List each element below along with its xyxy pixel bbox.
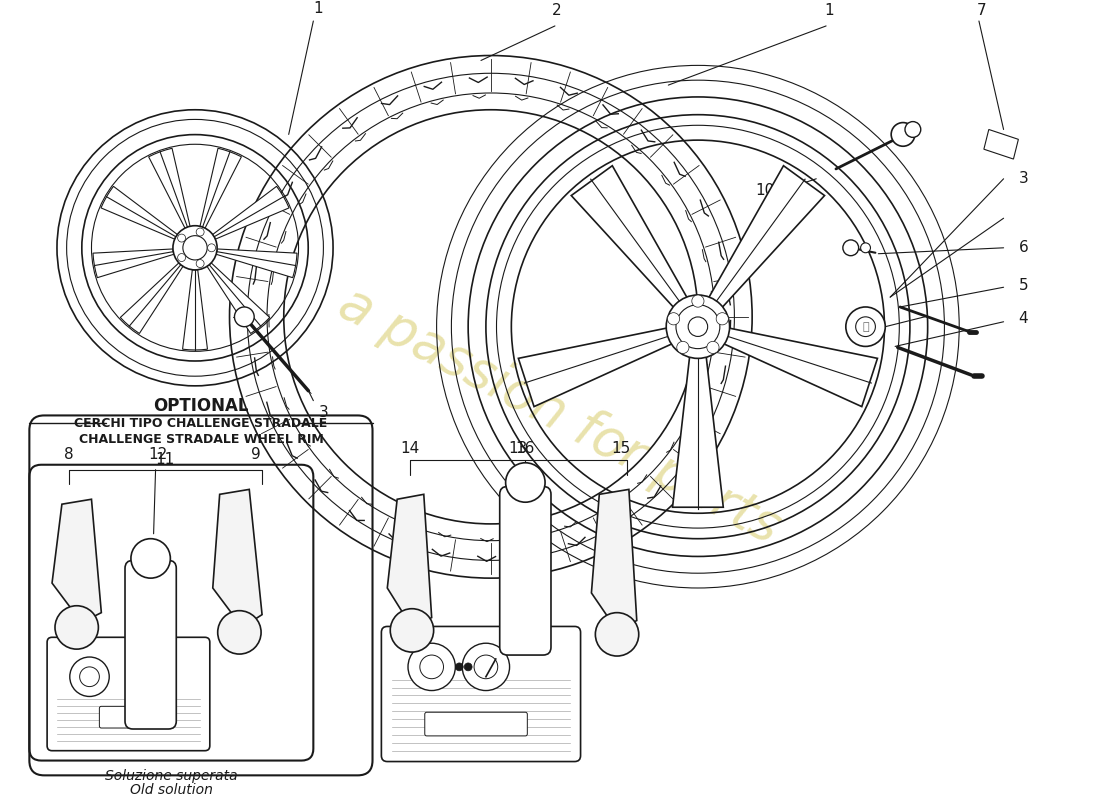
FancyBboxPatch shape	[425, 712, 527, 736]
Circle shape	[905, 122, 921, 138]
Polygon shape	[207, 263, 270, 334]
Text: 6: 6	[1019, 240, 1028, 255]
Circle shape	[692, 295, 704, 307]
Polygon shape	[705, 166, 825, 312]
FancyBboxPatch shape	[499, 486, 551, 655]
Polygon shape	[212, 490, 262, 627]
Circle shape	[173, 226, 217, 270]
Text: 2: 2	[552, 3, 562, 18]
Polygon shape	[672, 350, 724, 507]
Circle shape	[860, 243, 870, 253]
Circle shape	[218, 610, 261, 654]
FancyBboxPatch shape	[125, 560, 176, 729]
Polygon shape	[101, 186, 177, 239]
Circle shape	[707, 342, 719, 354]
Polygon shape	[120, 263, 183, 334]
Polygon shape	[52, 499, 101, 622]
Text: a passion for parts: a passion for parts	[330, 277, 790, 554]
Circle shape	[506, 462, 546, 502]
Text: 15: 15	[612, 442, 630, 457]
Circle shape	[846, 307, 886, 346]
Circle shape	[716, 313, 728, 325]
Polygon shape	[983, 130, 1019, 159]
Polygon shape	[717, 326, 878, 406]
Circle shape	[891, 122, 915, 146]
Circle shape	[408, 643, 455, 690]
Text: 3: 3	[318, 405, 328, 420]
Circle shape	[667, 295, 729, 358]
Polygon shape	[200, 148, 241, 228]
Text: 10: 10	[756, 183, 774, 198]
Text: 7: 7	[977, 3, 987, 18]
Polygon shape	[571, 166, 691, 312]
Circle shape	[856, 317, 876, 337]
Circle shape	[595, 613, 639, 656]
Circle shape	[462, 643, 509, 690]
Circle shape	[55, 606, 98, 649]
FancyBboxPatch shape	[47, 638, 210, 750]
Circle shape	[474, 655, 497, 678]
Polygon shape	[592, 490, 637, 630]
Text: Old solution: Old solution	[130, 783, 212, 797]
Polygon shape	[148, 148, 190, 228]
Circle shape	[668, 313, 680, 325]
Text: 13: 13	[509, 442, 528, 457]
Circle shape	[196, 259, 205, 267]
Text: 4: 4	[1019, 311, 1028, 326]
Circle shape	[843, 240, 859, 256]
Text: 5: 5	[1019, 278, 1028, 293]
Polygon shape	[183, 270, 208, 350]
Circle shape	[196, 228, 205, 236]
Polygon shape	[387, 494, 431, 627]
FancyBboxPatch shape	[382, 626, 581, 762]
Circle shape	[69, 657, 109, 697]
Circle shape	[208, 244, 216, 252]
Circle shape	[464, 663, 472, 671]
Text: 1: 1	[824, 3, 834, 18]
FancyBboxPatch shape	[99, 706, 173, 728]
Text: 3: 3	[1019, 171, 1028, 186]
Text: 1: 1	[314, 1, 323, 16]
Text: Soluzione superata: Soluzione superata	[104, 770, 238, 783]
Circle shape	[455, 663, 463, 671]
Text: 12: 12	[147, 447, 167, 462]
Circle shape	[177, 234, 186, 242]
Text: 11: 11	[156, 452, 175, 467]
Polygon shape	[212, 186, 289, 239]
Circle shape	[177, 254, 186, 262]
Text: 16: 16	[516, 442, 535, 457]
Text: CERCHI TIPO CHALLENGE STRADALE: CERCHI TIPO CHALLENGE STRADALE	[75, 417, 328, 430]
Text: 🐎: 🐎	[862, 322, 869, 332]
Circle shape	[390, 609, 433, 652]
Circle shape	[79, 667, 99, 686]
Text: CHALLENGE STRADALE WHEEL RIM: CHALLENGE STRADALE WHEEL RIM	[78, 433, 323, 446]
Circle shape	[689, 317, 707, 337]
Circle shape	[676, 342, 689, 354]
Text: 8: 8	[64, 447, 74, 462]
Circle shape	[420, 655, 443, 678]
Circle shape	[234, 307, 254, 326]
Polygon shape	[518, 326, 679, 406]
Circle shape	[676, 305, 719, 349]
Circle shape	[183, 236, 207, 260]
Circle shape	[131, 538, 170, 578]
Polygon shape	[94, 249, 174, 278]
Text: 14: 14	[400, 442, 419, 457]
Text: OPTIONAL: OPTIONAL	[153, 397, 249, 414]
Polygon shape	[216, 249, 297, 278]
Text: 9: 9	[251, 447, 261, 462]
